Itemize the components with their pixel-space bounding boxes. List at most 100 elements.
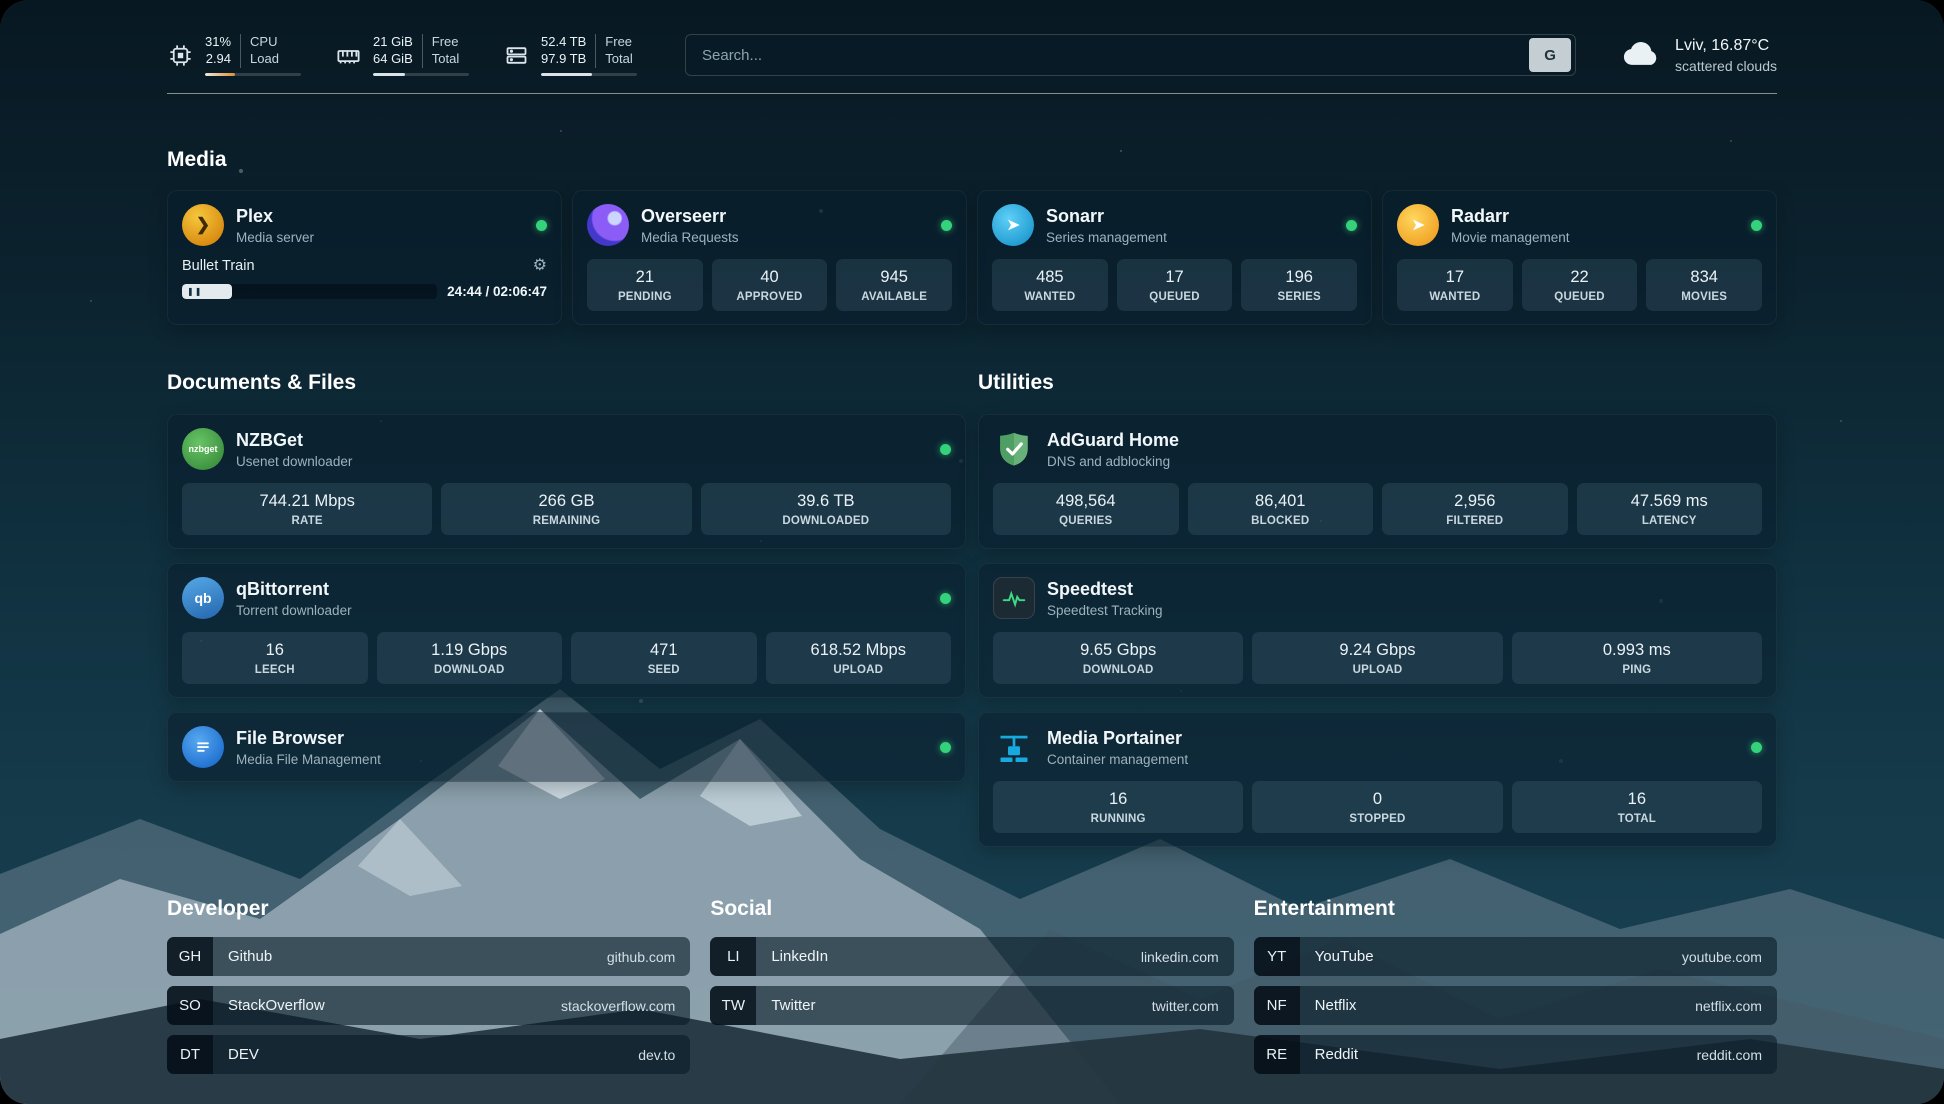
- top-bar: 31% 2.94 CPU Load: [167, 0, 1777, 76]
- bookmark-linkedin[interactable]: LI LinkedIn linkedin.com: [710, 937, 1234, 976]
- adguard-icon: [993, 428, 1035, 470]
- pause-icon[interactable]: ❚❚: [187, 287, 203, 296]
- plex-icon: ❯: [182, 204, 224, 246]
- stat-tile: 485 WANTED: [992, 259, 1108, 311]
- plex-card[interactable]: ❯ Plex Media server Bullet Train ⚙ ❚❚: [167, 190, 562, 325]
- status-dot: [940, 443, 951, 455]
- bookmark-dev[interactable]: DT DEV dev.to: [167, 1035, 691, 1074]
- developer-bookmarks: Developer GH Github github.com SO StackO…: [167, 897, 691, 1084]
- bookmark-netflix[interactable]: NF Netflix netflix.com: [1253, 986, 1777, 1025]
- gear-icon[interactable]: ⚙: [532, 257, 547, 274]
- disk-icon: [503, 42, 530, 69]
- bookmark-url: github.com: [606, 948, 676, 965]
- status-dot: [940, 741, 951, 753]
- search-bar: G: [685, 34, 1577, 76]
- overseerr-card[interactable]: Overseerr Media Requests 21 PENDING 40 A…: [572, 190, 967, 325]
- bookmark-abbr: DT: [167, 1035, 213, 1074]
- developer-section-title: Developer: [167, 897, 269, 920]
- ram-progress-bar: [373, 72, 469, 76]
- disk-free-value: 52.4 TB: [541, 34, 587, 50]
- status-dot: [1346, 219, 1357, 231]
- entertainment-section-title: Entertainment: [1253, 897, 1395, 920]
- bookmark-reddit[interactable]: RE Reddit reddit.com: [1253, 1035, 1777, 1074]
- stat-tile: 196 SERIES: [1241, 259, 1358, 311]
- bookmark-github[interactable]: GH Github github.com: [167, 937, 691, 976]
- stat-tile: 16 RUNNING: [993, 781, 1244, 833]
- app-subtitle: Media server: [236, 229, 315, 245]
- playback-progress-bar[interactable]: ❚❚: [182, 284, 438, 299]
- stat-tile: 945 AVAILABLE: [836, 259, 953, 311]
- speedtest-card[interactable]: Speedtest Speedtest Tracking 9.65 Gbps D…: [978, 563, 1777, 698]
- status-dot: [536, 219, 547, 231]
- bookmark-stackoverflow[interactable]: SO StackOverflow stackoverflow.com: [167, 986, 691, 1025]
- weather-condition: scattered clouds: [1675, 57, 1777, 74]
- sonarr-card[interactable]: Sonarr Series management 485 WANTED 17 Q…: [977, 190, 1372, 325]
- app-name: AdGuard Home: [1047, 429, 1180, 450]
- app-name: Sonarr: [1046, 205, 1105, 226]
- social-section-title: Social: [710, 897, 773, 920]
- radarr-card[interactable]: Radarr Movie management 17 WANTED 22 QUE…: [1382, 190, 1777, 325]
- media-section: Media ❯ Plex Media server Bullet Train ⚙: [167, 148, 1777, 325]
- nzbget-icon: nzbget: [182, 428, 224, 470]
- disk-total-value: 97.9 TB: [541, 51, 587, 66]
- app-subtitle: Torrent downloader: [236, 602, 352, 618]
- bookmark-abbr: NF: [1253, 986, 1300, 1025]
- status-dot: [1751, 741, 1762, 753]
- bookmark-abbr: SO: [167, 986, 213, 1025]
- system-metrics: 31% 2.94 CPU Load: [167, 34, 637, 76]
- disk-free-label: Free: [605, 34, 633, 50]
- bookmark-name: Twitter: [771, 997, 816, 1014]
- adguard-card[interactable]: AdGuard Home DNS and adblocking 498,564 …: [978, 414, 1777, 549]
- filebrowser-card[interactable]: File Browser Media File Management: [167, 712, 966, 782]
- bookmark-abbr: YT: [1253, 937, 1300, 976]
- playback-time: 24:44 / 02:06:47: [447, 284, 547, 299]
- bookmark-name: Reddit: [1314, 1046, 1359, 1063]
- bookmark-abbr: GH: [167, 937, 213, 976]
- stat-tile: 21 PENDING: [587, 259, 703, 311]
- stat-tile: 40 APPROVED: [711, 259, 828, 311]
- ram-free-value: 21 GiB: [373, 34, 413, 50]
- cpu-progress-bar: [205, 72, 301, 76]
- bookmark-abbr: TW: [710, 986, 757, 1025]
- load-label: Load: [250, 51, 279, 66]
- disk-metric: 52.4 TB 97.9 TB Free Total: [503, 34, 637, 76]
- stat-tile: 834 MOVIES: [1646, 259, 1763, 311]
- ram-metric: 21 GiB 64 GiB Free Total: [335, 34, 469, 76]
- portainer-card[interactable]: Media Portainer Container management 16 …: [978, 712, 1777, 847]
- ram-icon: [335, 42, 362, 69]
- status-dot: [1751, 219, 1762, 231]
- entertainment-bookmarks: Entertainment YT YouTube youtube.com NF …: [1253, 897, 1777, 1084]
- search-input[interactable]: [686, 46, 1530, 64]
- stat-tile: 16 TOTAL: [1511, 781, 1762, 833]
- bookmark-youtube[interactable]: YT YouTube youtube.com: [1253, 937, 1777, 976]
- bookmark-url: linkedin.com: [1140, 948, 1219, 965]
- app-subtitle: Container management: [1047, 751, 1189, 767]
- bookmark-url: stackoverflow.com: [560, 997, 676, 1014]
- bookmark-url: netflix.com: [1695, 997, 1762, 1014]
- portainer-icon: [993, 726, 1035, 768]
- weather-location: Lviv, 16.87°C: [1675, 36, 1770, 54]
- stat-tile: 471 SEED: [571, 632, 757, 684]
- stat-tile: 9.65 Gbps DOWNLOAD: [993, 632, 1244, 684]
- app-subtitle: Series management: [1046, 229, 1167, 245]
- stat-tile: 9.24 Gbps UPLOAD: [1252, 632, 1503, 684]
- utilities-section-title: Utilities: [978, 371, 1054, 394]
- stat-tile: 744.21 Mbps RATE: [182, 483, 433, 535]
- bookmark-name: LinkedIn: [771, 948, 829, 965]
- cpu-label: CPU: [250, 34, 278, 50]
- search-engine-button[interactable]: G: [1529, 38, 1572, 72]
- ram-free-label: Free: [431, 34, 459, 50]
- nzbget-card[interactable]: nzbget NZBGet Usenet downloader 744.21 M…: [167, 414, 966, 549]
- qbittorrent-icon: qb: [182, 577, 224, 619]
- stat-tile: 498,564 QUERIES: [993, 483, 1179, 535]
- app-name: NZBGet: [236, 429, 303, 450]
- bookmark-twitter[interactable]: TW Twitter twitter.com: [710, 986, 1234, 1025]
- weather-widget[interactable]: Lviv, 16.87°C scattered clouds: [1620, 37, 1777, 74]
- qbittorrent-card[interactable]: qb qBittorrent Torrent downloader 16 LEE…: [167, 563, 966, 698]
- now-playing-title: Bullet Train: [182, 258, 255, 274]
- app-name: qBittorrent: [236, 578, 329, 599]
- header-divider: [167, 93, 1777, 94]
- cpu-metric: 31% 2.94 CPU Load: [167, 34, 301, 76]
- app-name: Plex: [236, 205, 274, 226]
